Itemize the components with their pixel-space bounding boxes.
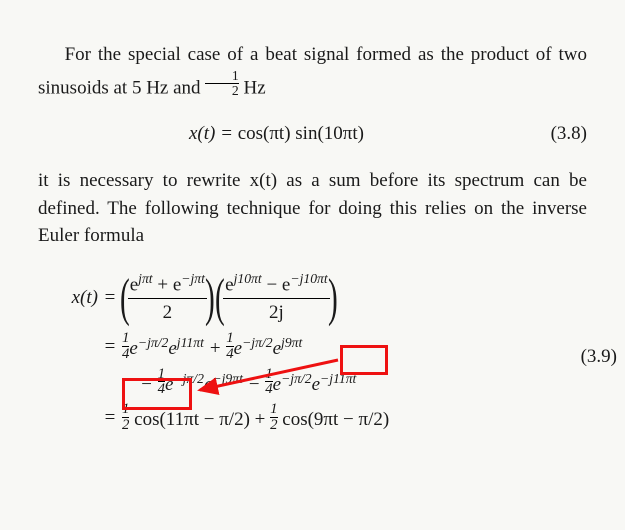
r2s3: −jπ/2 [242, 335, 273, 350]
r2s2: j11πt [177, 335, 204, 350]
intro-tail: Hz [239, 77, 266, 98]
rparen-2: ) [328, 277, 338, 320]
f1sb: −jπt [181, 271, 205, 286]
intro-text: For the special case of a beat signal fo… [38, 44, 587, 98]
qd3: 4 [158, 381, 165, 397]
deriv-eq-4: = [98, 404, 122, 432]
f1b: e [173, 274, 181, 295]
eq1-rhs: cos(πt) sin(10πt) [238, 123, 364, 144]
half-den: 2 [205, 83, 238, 98]
r2s4: j9πt [281, 335, 302, 350]
deriv-eq-2: = [98, 333, 122, 361]
qd4: 4 [265, 381, 272, 397]
derivation-block: x(t) = (ejπt + e−jπt2) (ej10πt − e−j10πt… [38, 269, 587, 434]
qn3: 1 [158, 367, 165, 382]
rparen-1: ) [205, 277, 215, 320]
r2p: + [204, 338, 226, 359]
quarter-3: 14 [158, 367, 165, 398]
qd2: 4 [226, 346, 233, 362]
r2e3: e [234, 338, 242, 359]
qn2: 1 [226, 331, 233, 346]
r3s4: −j11πt [320, 370, 356, 385]
f2a: e [225, 274, 233, 295]
r2s1: −jπ/2 [138, 335, 169, 350]
quarter-2: 14 [226, 331, 233, 362]
eq1-number: (3.8) [515, 120, 587, 148]
half-num: 1 [205, 69, 238, 83]
eq1-body: x(t) = cos(πt) sin(10πt) [38, 120, 515, 148]
eq2-number: (3.9) [545, 343, 617, 371]
r2e1: e [129, 338, 137, 359]
lparen-2: ( [215, 277, 225, 320]
r3s3: −jπ/2 [281, 370, 312, 385]
quarter-4: 14 [265, 367, 272, 398]
hn2: 1 [270, 402, 277, 417]
half-fraction: 12 [205, 69, 238, 99]
deriv-rhs-4: 12 cos(11πt − π/2) + 12 cos(9πt − π/2) [122, 402, 389, 434]
deriv-rhs-2: 14e−jπ/2ej11πt + 14e−jπ/2ej9πt [122, 331, 302, 363]
f1sa: jπt [138, 271, 152, 286]
f2m: − [262, 274, 282, 295]
r3e4: e [312, 374, 320, 395]
hd2: 2 [270, 417, 277, 433]
r3m2: − [243, 374, 265, 395]
r3s1: −jπ/2 [173, 370, 204, 385]
r3s2: −j9πt [212, 370, 243, 385]
mid-paragraph: it is necessary to rewrite x(t) as a sum… [38, 167, 587, 250]
eq1-lhs: x(t) = [189, 123, 238, 144]
r2e4: e [273, 338, 281, 359]
frac-1: ejπt + e−jπt2 [128, 269, 207, 327]
r3m1: − [140, 374, 158, 395]
r2e2: e [168, 338, 176, 359]
deriv-rhs-1: (ejπt + e−jπt2) (ej10πt − e−j10πt2j) [122, 269, 335, 327]
deriv-row-2: = 14e−jπ/2ej11πt + 14e−jπ/2ej9πt [38, 331, 587, 363]
half-2: 12 [270, 402, 277, 433]
intro-paragraph: For the special case of a beat signal fo… [38, 41, 587, 101]
deriv-lhs: x(t) [38, 284, 98, 312]
f2sb: −j10πt [290, 271, 327, 286]
deriv-eq-1: = [98, 284, 122, 312]
r3e3: e [273, 374, 281, 395]
f2sa: j10πt [234, 271, 262, 286]
f2d: 2j [223, 298, 330, 327]
deriv-row-4: = 12 cos(11πt − π/2) + 12 cos(9πt − π/2) [38, 402, 587, 434]
r4b: cos(9πt − π/2) [278, 409, 390, 430]
frac-2: ej10πt − e−j10πt2j [223, 269, 330, 327]
deriv-rhs-3: − 14e−jπ/2e−j9πt − 14e−jπ/2e−j11πt [122, 367, 356, 399]
deriv-row-3: − 14e−jπ/2e−j9πt − 14e−jπ/2e−j11πt [38, 367, 587, 399]
page: For the special case of a beat signal fo… [0, 0, 625, 458]
deriv-row-1: x(t) = (ejπt + e−jπt2) (ej10πt − e−j10πt… [38, 269, 587, 327]
r4a: cos(11πt − π/2) + [129, 409, 270, 430]
lparen-1: ( [120, 277, 130, 320]
f1d: 2 [128, 298, 207, 327]
f1a: e [130, 274, 138, 295]
f1p: + [153, 274, 173, 295]
equation-3-8: x(t) = cos(πt) sin(10πt) (3.8) [38, 120, 587, 148]
qn4: 1 [265, 367, 272, 382]
